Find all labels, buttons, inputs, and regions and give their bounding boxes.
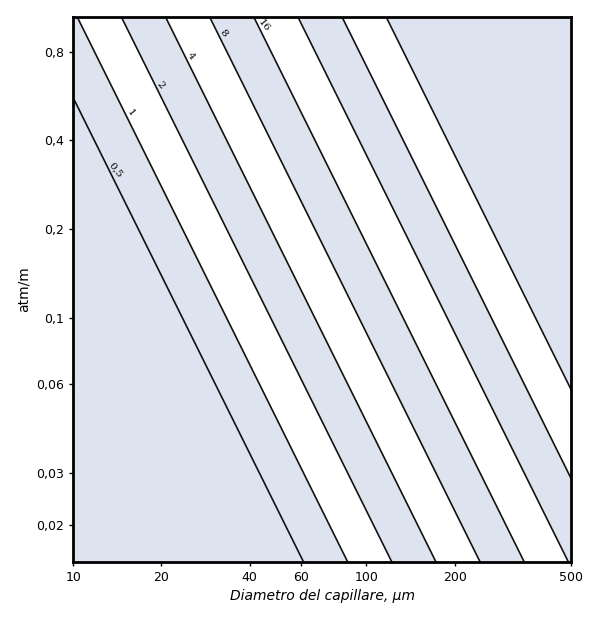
- Y-axis label: atm/m: atm/m: [17, 267, 31, 312]
- Text: 4: 4: [185, 51, 196, 61]
- X-axis label: Diametro del capillare, μm: Diametro del capillare, μm: [230, 590, 415, 603]
- Text: 0,5: 0,5: [107, 161, 124, 179]
- Text: 1: 1: [125, 108, 136, 118]
- Text: 8: 8: [217, 28, 229, 39]
- Text: 16: 16: [256, 17, 271, 33]
- Text: 2: 2: [155, 79, 166, 90]
